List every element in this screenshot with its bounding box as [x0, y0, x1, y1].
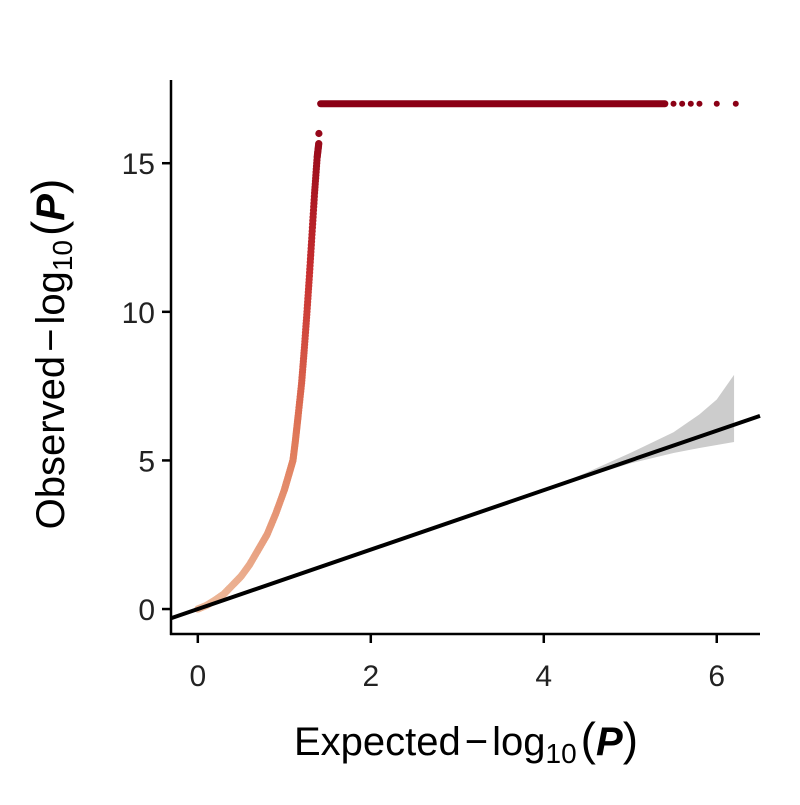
y-tick-label: 5: [138, 445, 155, 478]
x-tick-label: 0: [189, 660, 206, 693]
data-point: [315, 129, 323, 138]
data-point: [679, 100, 686, 107]
x-axis-label: Expected − log10(P): [294, 713, 638, 769]
data-point: [696, 100, 703, 107]
data-point: [315, 140, 323, 148]
confidence-band: [543, 374, 735, 491]
data-point: [732, 100, 739, 107]
y-axis-label: Observed−log10(P): [22, 179, 78, 530]
x-tick-label: 4: [535, 660, 552, 693]
x-tick-label: 6: [708, 660, 725, 693]
data-points: [194, 100, 739, 613]
data-point: [713, 100, 720, 107]
y-ticks: 0 5 10 15: [122, 148, 171, 627]
x-tick-label: 2: [362, 660, 379, 693]
data-point: [687, 100, 694, 107]
confidence-band-area: [543, 374, 735, 491]
data-point: [670, 100, 677, 107]
y-tick-label: 15: [122, 148, 155, 181]
reference-line: [170, 413, 761, 621]
x-ticks: 0 2 4 6: [189, 634, 725, 693]
y-tick-label: 0: [138, 594, 155, 627]
y-tick-label: 10: [122, 297, 155, 330]
